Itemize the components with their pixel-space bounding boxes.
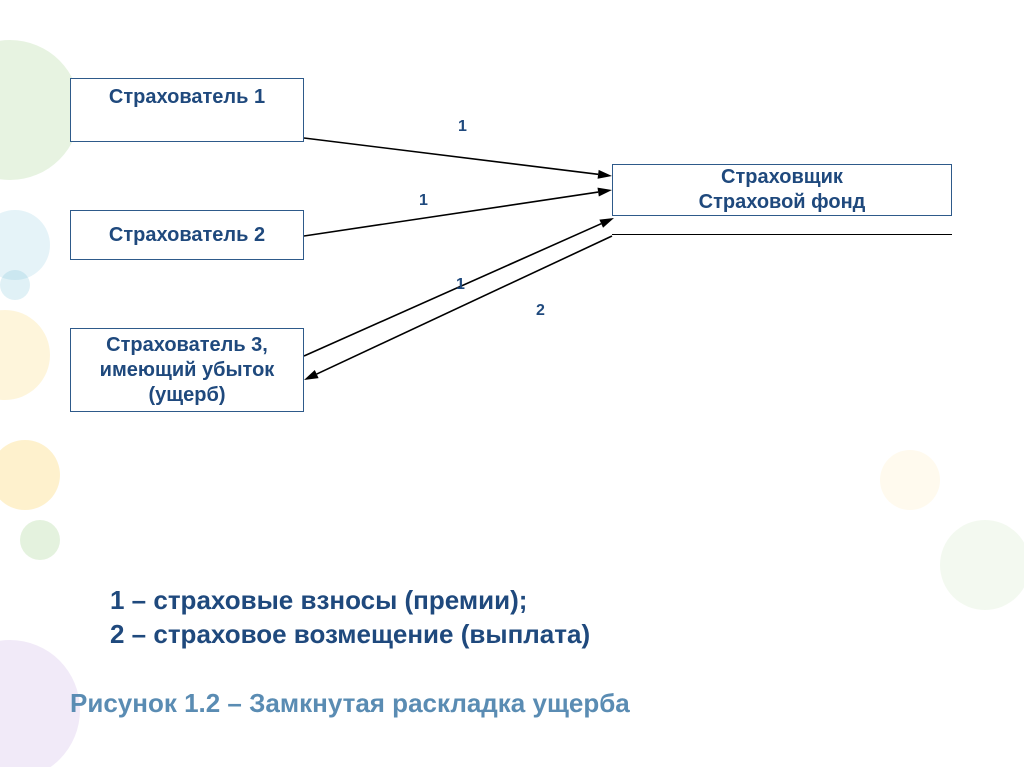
edge-label: 1 [458, 118, 467, 136]
node-insurer: СтраховщикСтраховой фонд [612, 164, 952, 216]
legend: 1 – страховые взносы (премии); 2 – страх… [110, 584, 590, 652]
node-insured-2: Страхователь 2 [70, 210, 304, 260]
edge-line [304, 192, 598, 236]
figure-caption-text: Рисунок 1.2 – Замкнутая раскладка ущерба [70, 688, 630, 718]
node-insured-2-label: Страхователь 2 [109, 223, 265, 248]
edge-line [317, 236, 612, 374]
bg-bubble [0, 310, 50, 400]
edge-label: 2 [536, 302, 545, 320]
bg-bubble [0, 40, 80, 180]
bg-bubble [880, 450, 940, 510]
edge-arrowhead [598, 170, 612, 179]
bg-bubble [940, 520, 1024, 610]
edge-label: 1 [456, 276, 465, 294]
legend-line-1: 1 – страховые взносы (премии); [110, 584, 590, 618]
node-insured-1-label: Страхователь 1 [109, 85, 265, 110]
insurer-underline [612, 234, 952, 235]
node-insurer-label: СтраховщикСтраховой фонд [699, 165, 866, 215]
node-insured-1: Страхователь 1 [70, 78, 304, 142]
legend-line-2: 2 – страховое возмещение (выплата) [110, 618, 590, 652]
figure-caption: Рисунок 1.2 – Замкнутая раскладка ущерба [70, 688, 630, 719]
edge-arrowhead [304, 370, 319, 380]
node-insured-3: Страхователь 3,имеющий убыток(ущерб) [70, 328, 304, 412]
edge-arrowhead [599, 218, 614, 228]
bg-bubble [0, 440, 60, 510]
bg-bubble [0, 640, 80, 767]
bg-bubble [20, 520, 60, 560]
edge-line [304, 224, 601, 356]
edge-arrowhead [597, 188, 612, 197]
edge-label: 1 [419, 192, 428, 210]
edge-line [304, 138, 598, 174]
bg-bubble [0, 270, 30, 300]
node-insured-3-label: Страхователь 3,имеющий убыток(ущерб) [100, 333, 275, 408]
bg-bubble [0, 210, 50, 280]
